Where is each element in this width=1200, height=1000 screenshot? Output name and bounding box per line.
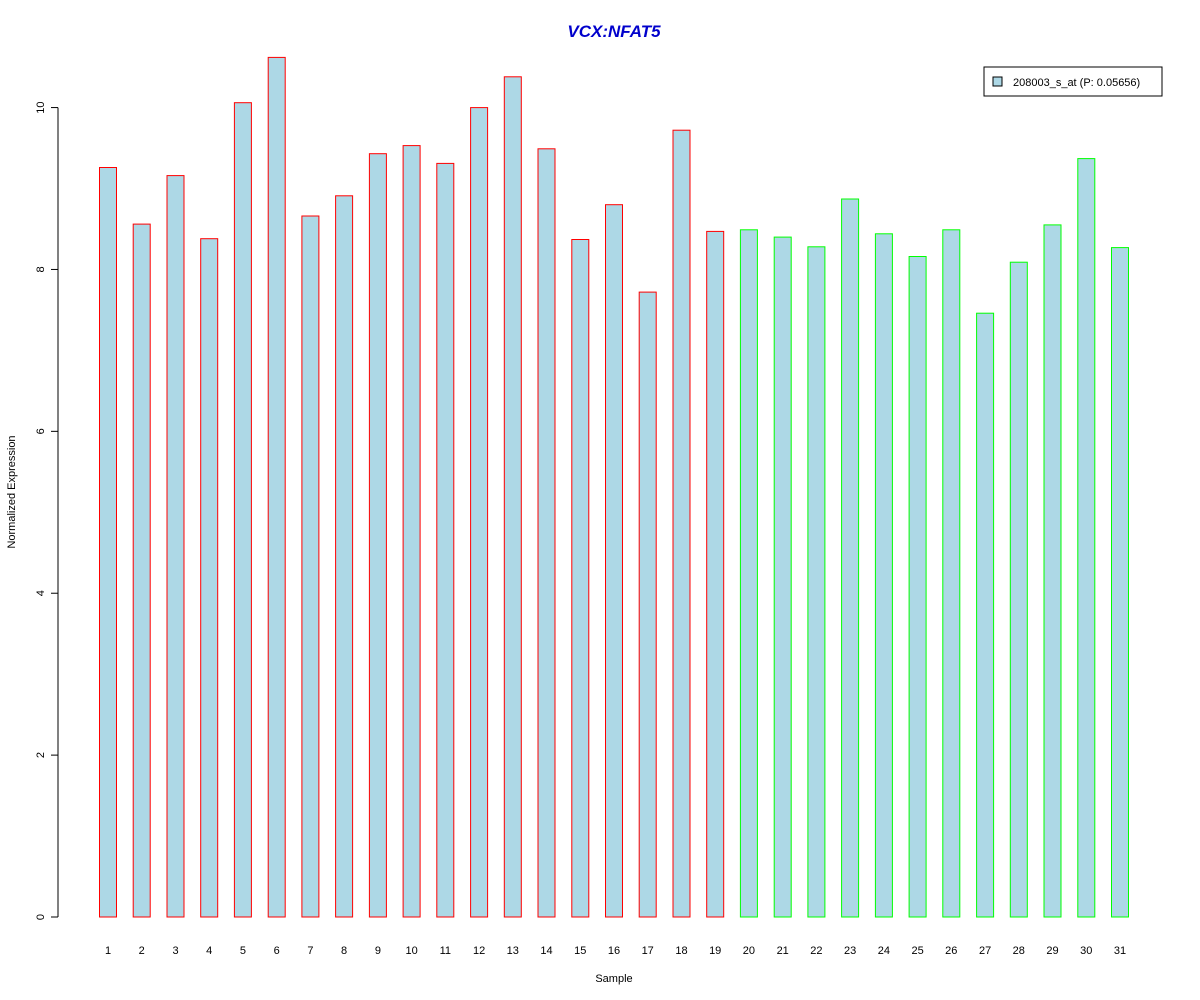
bar-sample-8: [335, 195, 354, 918]
chart-title: VCX:NFAT5: [567, 22, 661, 41]
x-tick-label: 14: [540, 945, 552, 957]
bar-sample-20: [739, 229, 758, 918]
bar-sample-18: [672, 129, 691, 918]
bar-sample-3: [166, 175, 185, 918]
y-axis-label: Normalized Expression: [6, 435, 18, 548]
x-tick-labels: 1 2 3 4 5 6 7 8 9 10 11 12 13 14 15 16 17 18 19 20 21 22 23 24 2…: [105, 945, 1126, 957]
bar-sample-7: [301, 215, 320, 918]
bar-sample-5: [233, 102, 252, 918]
bar-sample-14: [537, 148, 556, 918]
x-tick-label: 23: [844, 945, 856, 957]
x-tick-label: 8: [341, 945, 347, 957]
bar-sample-6: [267, 56, 286, 918]
x-tick-label: 21: [777, 945, 789, 957]
bar-sample-26: [942, 229, 961, 918]
x-tick-label: 11: [440, 945, 451, 957]
bar-sample-16: [605, 204, 623, 918]
bar-sample-12: [470, 107, 489, 918]
y-tick-label: 4: [35, 590, 47, 596]
x-tick-label: 20: [743, 945, 755, 957]
y-tick-label: 6: [35, 428, 47, 434]
legend-swatch: [992, 76, 1003, 87]
x-tick-label: 15: [574, 945, 586, 957]
x-tick-label: 10: [405, 945, 417, 957]
bar-sample-21: [773, 236, 792, 918]
y-tick-label: 10: [35, 101, 47, 113]
bar-sample-11: [436, 162, 455, 918]
x-tick-label: 3: [172, 945, 178, 957]
bar-sample-13: [503, 76, 522, 918]
x-tick-label: 22: [810, 945, 822, 957]
x-tick-label: 26: [945, 945, 957, 957]
bar-sample-17: [638, 291, 657, 918]
bar-sample-19: [706, 230, 725, 918]
bar-sample-30: [1077, 158, 1096, 918]
bar-sample-28: [1009, 261, 1028, 918]
x-tick-label: 2: [139, 945, 145, 957]
x-tick-label: 29: [1046, 945, 1058, 957]
x-tick-label: 25: [911, 945, 923, 957]
x-tick-label: 5: [240, 945, 246, 957]
bar-sample-9: [368, 153, 387, 918]
bar-sample-2: [132, 223, 151, 918]
x-tick-label: 27: [979, 945, 991, 957]
x-tick-label: 12: [473, 945, 485, 957]
bar-sample-10: [402, 145, 421, 918]
legend-box: [983, 66, 1163, 97]
y-tick-label: 0: [35, 914, 47, 920]
bar-sample-22: [807, 246, 826, 918]
y-tick-label: 2: [35, 752, 47, 758]
x-tick-label: 24: [878, 945, 890, 957]
bar-sample-23: [841, 198, 860, 918]
legend: 208003_s_at (P: 0.05656): [983, 66, 1163, 97]
bar-sample-29: [1043, 224, 1062, 918]
x-tick-label: 9: [375, 945, 381, 957]
y-axis: 0 2 4 6 8 10: [35, 101, 59, 920]
x-tick-label: 18: [675, 945, 687, 957]
x-tick-label: 19: [709, 945, 721, 957]
x-tick-label: 30: [1080, 945, 1092, 957]
bar-sample-24: [874, 233, 893, 918]
bar-sample-27: [976, 312, 995, 918]
bars-group: [99, 56, 1129, 918]
x-tick-label: 1: [105, 945, 111, 957]
x-tick-label: 31: [1114, 945, 1126, 957]
x-tick-label: 13: [507, 945, 519, 957]
bar-sample-4: [200, 238, 219, 918]
x-tick-label: 28: [1013, 945, 1025, 957]
x-tick-label: 7: [307, 945, 313, 957]
x-axis-label: Sample: [595, 973, 632, 985]
x-tick-label: 16: [608, 945, 620, 957]
x-tick-label: 17: [642, 945, 654, 957]
bar-sample-31: [1111, 247, 1129, 918]
legend-label: 208003_s_at (P: 0.05656): [1013, 77, 1140, 89]
bar-sample-25: [908, 256, 927, 918]
x-tick-label: 6: [274, 945, 280, 957]
y-tick-label: 8: [35, 266, 47, 272]
bar-sample-15: [571, 239, 590, 918]
x-tick-label: 4: [206, 945, 212, 957]
bar-sample-1: [99, 167, 117, 918]
